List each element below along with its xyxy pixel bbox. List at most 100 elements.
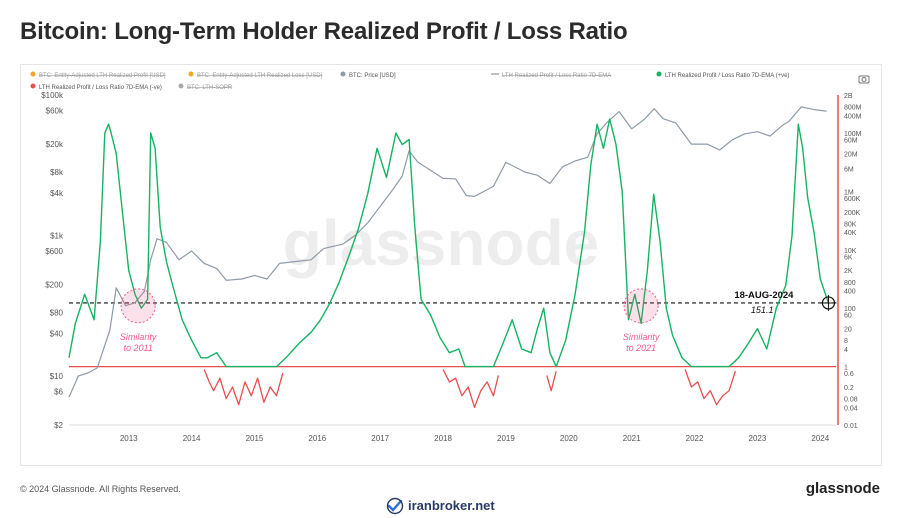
brand-logo: glassnode: [805, 480, 880, 497]
right-tick-label: 20: [844, 327, 852, 334]
series-group: [68, 106, 836, 409]
right-tick-label: 6K: [844, 254, 853, 261]
right-tick-label: 600K: [844, 196, 861, 203]
right-tick-label: 1M: [844, 189, 854, 196]
site-logo-icon: [386, 497, 404, 515]
x-tick-label: 2015: [246, 434, 264, 443]
similarity-label: Similarity: [623, 332, 660, 342]
right-tick-label: 800: [844, 280, 856, 287]
right-tick-label: 2K: [844, 268, 853, 275]
left-tick-label: $60k: [46, 107, 64, 116]
right-tick-label: 2B: [844, 93, 853, 100]
legend-item[interactable]: LTH Realized Profit / Loss Ratio 7D-EMA …: [30, 83, 162, 92]
legend: BTC: Entity-Adjusted LTH Realized Profit…: [30, 71, 790, 92]
legend-item[interactable]: BTC: LTH-SOPR: [178, 83, 233, 92]
left-axis: $100k $60k $20k $8k $4k $1k $600 $200 $80 $40 $10 $…: [41, 91, 64, 430]
legend-item[interactable]: BTC: Entity-Adjusted LTH Realized Profit…: [30, 71, 166, 80]
similarity-label: to 2021: [626, 343, 656, 353]
x-tick-label: 2014: [183, 434, 201, 443]
right-tick-label: 8: [844, 338, 848, 345]
x-tick-label: 2016: [308, 434, 326, 443]
legend-item[interactable]: BTC: Price [USD]: [340, 71, 397, 80]
page-title: Bitcoin: Long-Term Holder Realized Profi…: [20, 18, 628, 45]
series-line-negative: [203, 369, 284, 406]
legend-swatch: [340, 71, 346, 77]
legend-label: LTH Realized Profit / Loss Ratio 7D-EMA …: [665, 73, 789, 79]
left-tick-label: $8k: [50, 168, 64, 177]
right-tick-label: 0.2: [844, 385, 854, 392]
right-tick-label: 0.08: [844, 397, 858, 404]
left-tick-label: $40: [50, 330, 64, 339]
x-tick-label: 2020: [560, 434, 578, 443]
left-tick-label: $1k: [50, 231, 64, 240]
x-tick-label: 2017: [371, 434, 389, 443]
legend-label: LTH Realized Profit / Loss Ratio 7D-EMA …: [39, 85, 162, 91]
legend-swatch: [656, 71, 662, 77]
right-tick-label: 800M: [844, 105, 862, 112]
site-link[interactable]: iranbroker.net: [408, 498, 495, 513]
similarity-label: Similarity: [120, 332, 157, 342]
x-tick-label: 2019: [497, 434, 515, 443]
x-axis: 2013 2014 2015 2016 2017 2018 2019 2020 2021 2022…: [120, 434, 830, 443]
right-tick-label: 1: [844, 365, 848, 372]
series-line-negative: [684, 369, 737, 406]
chart-card: glassnode BTC: Entity-Adjusted LTH Reali…: [20, 64, 882, 466]
legend-label: BTC: LTH-SOPR: [187, 85, 233, 91]
copyright: © 2024 Glassnode. All Rights Reserved.: [20, 484, 181, 494]
left-tick-label: $80: [50, 308, 64, 317]
legend-label: LTH Realized Profit / Loss Ratio 7D-EMA: [502, 73, 611, 79]
x-tick-label: 2013: [120, 434, 138, 443]
legend-item[interactable]: LTH Realized Profit / Loss Ratio 7D-EMA: [491, 73, 611, 79]
grid: [69, 95, 839, 426]
similarity-label: to 2011: [123, 343, 152, 353]
left-tick-label: $10: [50, 372, 64, 381]
series-line-negative: [442, 369, 500, 409]
right-tick-label: 200K: [844, 210, 861, 217]
right-tick-label: 0.6: [844, 371, 854, 378]
right-tick-label: 80K: [844, 221, 857, 228]
left-tick-label: $600: [45, 247, 63, 256]
right-tick-label: 400: [844, 289, 856, 296]
legend-swatch: [30, 83, 36, 89]
x-tick-label: 2024: [811, 434, 829, 443]
legend-swatch: [188, 71, 194, 77]
x-tick-label: 2023: [749, 434, 767, 443]
legend-label: BTC: Price [USD]: [349, 73, 396, 79]
legend-item[interactable]: LTH Realized Profit / Loss Ratio 7D-EMA …: [656, 71, 790, 80]
right-tick-label: 10K: [844, 248, 857, 255]
right-tick-label: 4: [844, 347, 848, 354]
legend-swatch: [30, 71, 36, 77]
right-tick-label: 6M: [844, 167, 854, 174]
left-tick-label: $2: [54, 421, 63, 430]
annotation-value: 151.1: [751, 305, 774, 315]
legend-item[interactable]: BTC: Entity-Adjusted LTH Realized Loss […: [188, 71, 323, 80]
right-axis: 2B800M400M100M60M20M6M1M600K200K80K40K10…: [844, 93, 862, 430]
series-line-negative: [546, 370, 557, 392]
right-tick-label: 40K: [844, 230, 857, 237]
similarity-highlight: [623, 288, 659, 324]
chart-svg: glassnode BTC: Entity-Adjusted LTH Reali…: [30, 71, 870, 443]
watermark: glassnode: [283, 207, 600, 279]
right-tick-label: 400M: [844, 113, 862, 120]
annotation-date: 18-AUG-2024: [734, 290, 794, 301]
series-line-positive: [68, 118, 830, 368]
x-tick-label: 2021: [623, 434, 641, 443]
x-tick-label: 2022: [686, 434, 704, 443]
x-tick-label: 2018: [434, 434, 452, 443]
legend-label: BTC: Entity-Adjusted LTH Realized Profit…: [39, 73, 166, 79]
camera-icon[interactable]: [858, 75, 870, 84]
right-tick-label: 20M: [844, 151, 858, 158]
right-tick-label: 100: [844, 306, 856, 313]
legend-swatch: [178, 83, 184, 89]
right-tick-label: 100M: [844, 131, 862, 138]
left-tick-label: $100k: [41, 91, 64, 100]
left-tick-label: $20k: [46, 140, 64, 149]
right-tick-label: 60M: [844, 137, 858, 144]
right-tick-label: 0.04: [844, 405, 858, 412]
left-tick-label: $6: [54, 387, 63, 396]
similarity-highlight: [120, 288, 156, 324]
left-tick-label: $200: [45, 281, 63, 290]
right-tick-label: 0.01: [844, 423, 858, 430]
legend-label: BTC: Entity-Adjusted LTH Realized Loss […: [197, 73, 323, 79]
